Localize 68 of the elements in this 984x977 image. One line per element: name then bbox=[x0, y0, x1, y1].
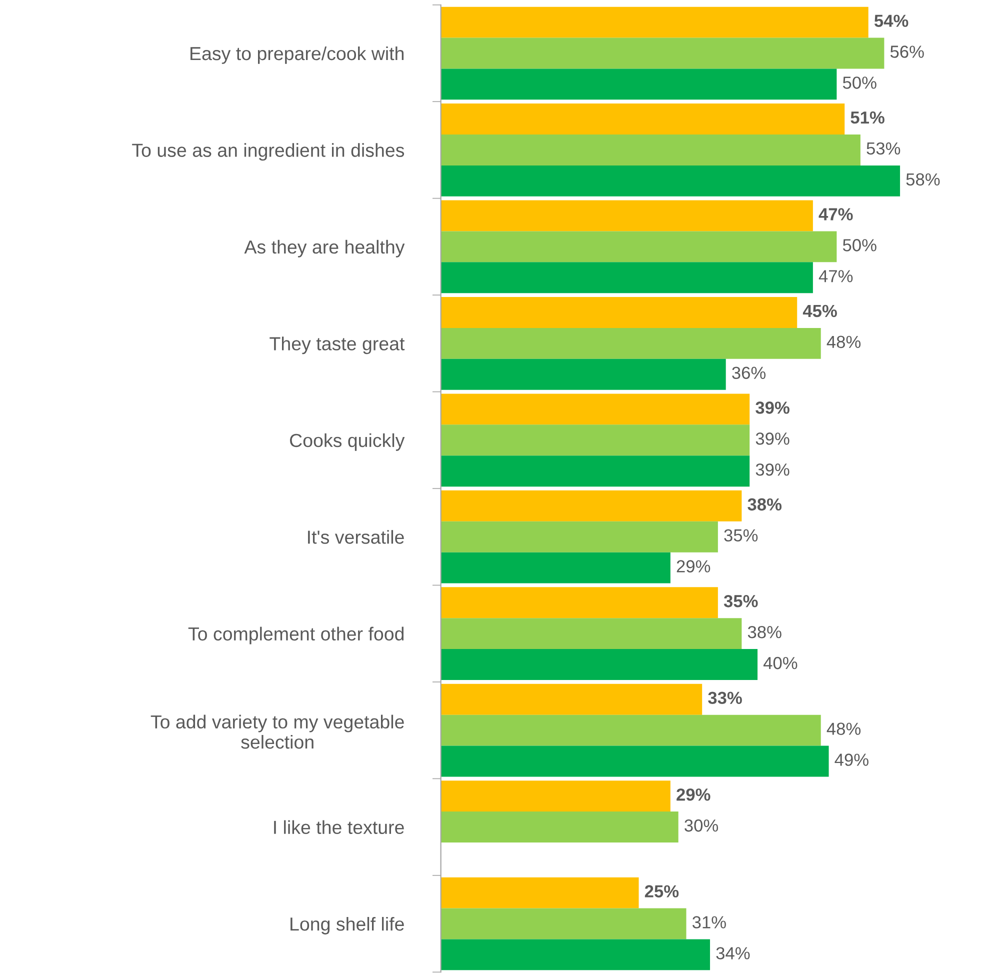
bar bbox=[440, 165, 900, 196]
y-tick-label: I like the texture bbox=[274, 820, 404, 834]
data-label: 40% bbox=[763, 656, 798, 670]
bar bbox=[440, 552, 670, 584]
bar bbox=[440, 296, 798, 328]
y-tick-label: They taste great bbox=[270, 336, 405, 354]
y-tick-label: To complement other food bbox=[188, 626, 404, 644]
bar bbox=[440, 231, 837, 262]
bar bbox=[440, 328, 821, 359]
data-label: 35% bbox=[724, 529, 758, 542]
bar bbox=[440, 521, 718, 552]
bar bbox=[440, 38, 884, 69]
bar bbox=[440, 68, 837, 100]
data-label: 34% bbox=[716, 947, 750, 960]
bar bbox=[440, 262, 813, 294]
y-tick-label: Long shelf life bbox=[290, 916, 404, 934]
bar bbox=[440, 424, 750, 456]
data-label: 49% bbox=[834, 754, 868, 766]
data-label: 50% bbox=[842, 239, 876, 252]
bar bbox=[440, 618, 742, 650]
data-label: 56% bbox=[890, 46, 924, 58]
data-label: 48% bbox=[826, 722, 861, 735]
y-tick-label: To use as an ingredient in dishes bbox=[132, 143, 404, 161]
bar bbox=[440, 908, 686, 940]
data-label: 51% bbox=[850, 111, 884, 124]
bar bbox=[440, 649, 758, 680]
data-label: 58% bbox=[906, 173, 940, 186]
data-label: 30% bbox=[684, 819, 718, 832]
data-label: 35% bbox=[724, 595, 758, 608]
bar bbox=[440, 134, 860, 166]
data-label: 39% bbox=[756, 432, 790, 445]
data-label: 25% bbox=[644, 885, 679, 898]
data-label: 33% bbox=[708, 692, 742, 704]
data-label: 39% bbox=[756, 463, 790, 476]
data-label: 36% bbox=[732, 366, 766, 380]
y-tick-label: Cooks quickly bbox=[290, 433, 405, 451]
data-label: 45% bbox=[802, 304, 837, 318]
y-tick-label: To add variety to my vegetable selection bbox=[150, 714, 404, 749]
data-label: 50% bbox=[842, 76, 876, 89]
data-label: 31% bbox=[692, 916, 726, 928]
bar bbox=[440, 6, 868, 38]
y-tick-label: As they are healthy bbox=[244, 240, 405, 258]
bar bbox=[440, 714, 821, 746]
bar bbox=[440, 780, 670, 812]
bar bbox=[440, 104, 845, 134]
data-label: 54% bbox=[874, 14, 908, 27]
data-label: 47% bbox=[818, 270, 853, 282]
bar bbox=[440, 939, 710, 970]
bar bbox=[440, 812, 678, 843]
data-label: 39% bbox=[756, 402, 790, 414]
data-label: 38% bbox=[748, 498, 782, 511]
data-label: 48% bbox=[826, 336, 861, 348]
bar bbox=[440, 587, 718, 618]
data-label: 53% bbox=[866, 142, 900, 155]
bar bbox=[440, 394, 750, 425]
y-tick-label: It's versatile bbox=[308, 530, 404, 544]
data-label: 47% bbox=[818, 208, 853, 220]
y-tick-label: Easy to prepare/cook with bbox=[190, 46, 404, 64]
bar bbox=[440, 877, 639, 908]
bar bbox=[440, 490, 742, 522]
bar bbox=[440, 358, 726, 390]
bar bbox=[440, 746, 829, 777]
bar bbox=[440, 200, 813, 232]
data-label: 38% bbox=[748, 626, 782, 638]
data-label: 29% bbox=[676, 788, 710, 801]
bar bbox=[440, 456, 750, 487]
bar bbox=[440, 684, 702, 715]
data-label: 29% bbox=[676, 560, 710, 572]
